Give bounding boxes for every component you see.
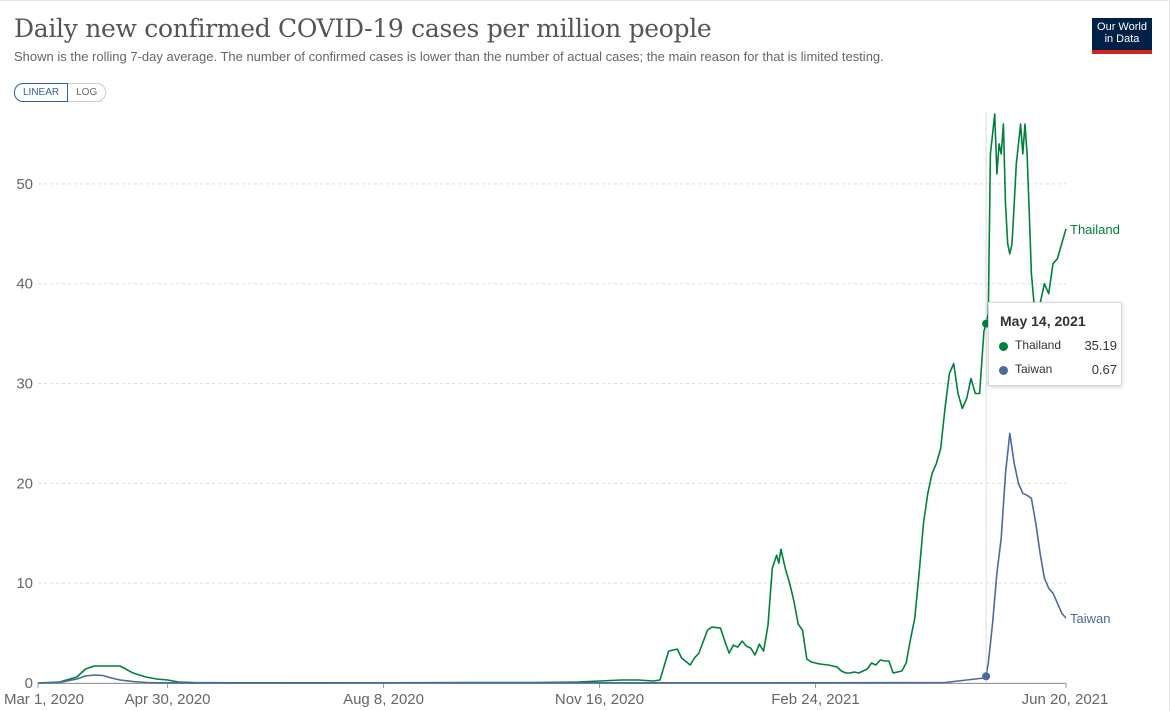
x-tick-label: Feb 24, 2021	[771, 691, 859, 708]
y-tick-label: 20	[16, 475, 33, 492]
y-axis-ticks: 0 10 20 30 40 50	[16, 176, 33, 692]
hover-overlay	[982, 112, 991, 683]
logo-line-2: in Data	[1104, 33, 1140, 45]
hover-point-taiwan	[982, 672, 991, 681]
y-tick-label: 40	[16, 276, 33, 293]
thailand-dot-icon	[999, 342, 1008, 351]
tooltip-value: 0.67	[1091, 362, 1117, 377]
x-tick-label: Nov 16, 2020	[555, 691, 644, 708]
series-label-taiwan: Taiwan	[1070, 611, 1110, 626]
linear-scale-button[interactable]: LINEAR	[14, 83, 69, 102]
hover-tooltip: May 14, 2021 Thailand 35.19 Taiwan 0.67	[988, 302, 1122, 386]
series-label-thailand: Thailand	[1070, 222, 1120, 237]
y-tick-label: 0	[25, 675, 33, 692]
y-tick-label: 30	[16, 376, 33, 393]
y-tick-label: 10	[16, 575, 33, 592]
tooltip-row-taiwan: Taiwan 0.67	[999, 362, 1117, 380]
x-tick-label: Jun 20, 2021	[1022, 691, 1109, 708]
tooltip-value: 35.19	[1084, 338, 1117, 353]
x-tick-label: Apr 30, 2020	[125, 691, 211, 708]
grid-lines	[38, 183, 1066, 684]
log-scale-button[interactable]: LOG	[68, 83, 107, 102]
series-line-thailand	[37, 113, 1067, 684]
tooltip-row-thailand: Thailand 35.19	[999, 338, 1117, 356]
chart-subtitle: Shown is the rolling 7-day average. The …	[14, 49, 884, 64]
logo-line-1: Our World	[1097, 21, 1147, 33]
series-lines: Thailand Taiwan	[37, 113, 1120, 684]
chart-title: Daily new confirmed COVID-19 cases per m…	[14, 14, 712, 43]
x-axis: Mar 1, 2020 Apr 30, 2020 Aug 8, 2020 Nov 16…	[4, 683, 1108, 708]
tooltip-date: May 14, 2021	[1000, 313, 1086, 329]
tooltip-name: Taiwan	[1015, 362, 1053, 376]
series-line-taiwan	[37, 432, 1067, 684]
y-tick-label: 50	[16, 176, 33, 193]
x-tick-label: Mar 1, 2020	[4, 691, 84, 708]
owid-logo[interactable]: Our World in Data	[1092, 18, 1152, 54]
taiwan-dot-icon	[999, 366, 1008, 375]
tooltip-name: Thailand	[1015, 338, 1062, 352]
x-tick-label: Aug 8, 2020	[343, 691, 424, 708]
scale-toggle: LINEAR LOG	[14, 83, 107, 102]
